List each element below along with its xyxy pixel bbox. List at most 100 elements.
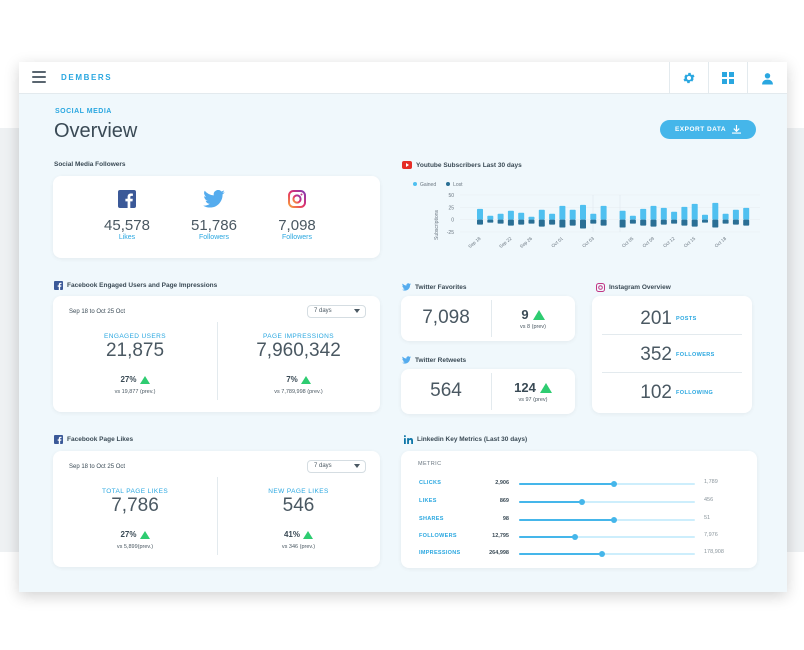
instagram-icon [288, 190, 306, 208]
bar-gained [702, 214, 708, 220]
metric-slider-handle[interactable] [611, 481, 618, 487]
legend-gained: Gained [413, 182, 436, 188]
fb-likes-title: Facebook Page Likes [54, 435, 133, 444]
facebook-icon [54, 281, 63, 290]
settings-button[interactable] [669, 62, 708, 94]
bar-gained [732, 209, 739, 220]
new-page-likes-value: 546 [282, 495, 315, 516]
metric-slider[interactable] [519, 551, 695, 557]
page-title: Overview [54, 120, 138, 142]
metric-name: FOLLOWERS [419, 533, 457, 539]
metric-slider-handle[interactable] [611, 517, 618, 523]
total-page-likes-prev: vs 5,899(prev.) [116, 544, 154, 550]
metric-name: IMPRESSIONS [419, 550, 461, 556]
tw-retweets-prev: vs 97 (prev) [518, 397, 548, 403]
chevron-down-icon [354, 464, 360, 468]
bar-gained [671, 211, 678, 220]
instagram-card: 201 POSTS 352 FOLLOWERS 102 FOLLOWING [592, 296, 752, 413]
metric-slider[interactable] [519, 499, 695, 505]
metric-slider[interactable] [519, 534, 695, 540]
dashboard-button[interactable] [708, 62, 747, 94]
bar-lost [712, 219, 719, 228]
linkedin-icon [404, 435, 413, 444]
fb-engaged-date-range: Sep 18 to Oct 25 Oct [69, 309, 126, 315]
instagram-posts: 201 POSTS [592, 306, 752, 330]
bar-lost [538, 219, 545, 227]
facebook-likes-label: Likes [118, 234, 136, 241]
bar-gained [619, 210, 626, 220]
export-data-button[interactable]: EXPORT DATA [660, 120, 756, 139]
new-page-likes-label: NEW PAGE LIKES [268, 488, 329, 495]
metric-prev: 51 [704, 515, 711, 521]
bar-lost [528, 219, 535, 224]
bar-lost [518, 219, 525, 225]
bar-lost [743, 219, 750, 226]
section-label: SOCIAL MEDIA [55, 108, 112, 115]
divider [602, 334, 742, 335]
hamburger-menu-icon[interactable] [32, 71, 46, 83]
engaged-users-stat: ENGAGED USERS 21,875 27% vs 19,877 (prev… [53, 333, 217, 395]
bar-lost [640, 219, 647, 226]
page-impressions-stat: PAGE IMPRESSIONS 7,960,342 7% vs 7,789,9… [217, 333, 380, 395]
bar-gained [722, 213, 729, 220]
metric-slider-fill [519, 553, 602, 555]
fb-likes-period-select[interactable]: 7 days [307, 460, 366, 473]
metric-value: 12,795 [492, 533, 509, 539]
tw-favorites-delta: 9 vs 8 (prev) [491, 306, 575, 330]
fb-engaged-title-text: Facebook Engaged Users and Page Impressi… [67, 282, 218, 289]
youtube-title-text: Youtube Subscribers Last 30 days [416, 161, 522, 169]
gear-icon [683, 72, 695, 84]
youtube-subscribers-chart: Subscriptions 50 25 0 -25 Sep 18 Sep 22 Sep 26 O… [434, 193, 760, 249]
total-page-likes-change: 27% [120, 530, 150, 539]
social-followers-title-text: Social Media Followers [54, 161, 126, 168]
metric-slider[interactable] [519, 517, 695, 523]
divider [491, 373, 492, 410]
total-page-likes-value: 7,786 [111, 495, 159, 516]
instagram-icon [596, 283, 605, 292]
x-tick-label: Oct 01 [550, 236, 564, 249]
metric-value: 869 [499, 498, 509, 504]
metric-slider[interactable] [519, 481, 695, 487]
bar-lost [477, 219, 483, 225]
x-tick-label: Oct 09 [642, 236, 656, 249]
total-page-likes-pct: 27% [120, 530, 137, 539]
fb-engaged-period-select[interactable]: 7 days [307, 305, 366, 318]
x-tick-label: Oct 18 [714, 236, 728, 249]
bar-lost [691, 219, 698, 227]
youtube-title: Youtube Subscribers Last 30 days [402, 161, 522, 169]
legend-gained-label: Gained [420, 182, 437, 188]
legend-lost: Lost [446, 182, 463, 188]
instagram-following: 102 FOLLOWING [592, 380, 752, 404]
fb-likes-period-value: 7 days [314, 463, 332, 469]
profile-button[interactable] [747, 62, 786, 94]
metric-slider-handle[interactable] [579, 499, 586, 505]
metric-name: CLICKS [419, 480, 442, 486]
metric-slider-fill [519, 483, 615, 485]
metric-slider-handle[interactable] [598, 551, 605, 557]
metric-slider-handle[interactable] [572, 534, 579, 540]
tw-favorites-title-text: Twitter Favorites [415, 283, 467, 291]
social-followers-title: Social Media Followers [54, 161, 126, 168]
new-page-likes-stat: NEW PAGE LIKES 546 41% vs 346 (prev.) [217, 488, 380, 550]
twitter-followers-value: 51,786 [191, 217, 237, 234]
bar-lost [660, 219, 667, 225]
up-arrow-icon [139, 530, 150, 539]
bar-gained [580, 204, 586, 220]
linkedin-title-text: Linkedin Key Metrics (Last 30 days) [417, 436, 528, 443]
metric-value: 98 [502, 516, 509, 522]
tw-favorites-card: 7,098 9 vs 8 (prev) [401, 296, 575, 341]
metric-slider-fill [519, 536, 576, 538]
new-page-likes-pct: 41% [283, 530, 300, 539]
page-impressions-change: 7% [286, 375, 311, 384]
bar-lost [600, 219, 607, 226]
x-tick-label: Oct 12 [662, 236, 676, 249]
bar-gained [629, 215, 636, 220]
linkedin-row-likes: LIKES 869 456 [401, 497, 757, 507]
tw-retweets-delta-value: 124 [514, 380, 536, 395]
download-icon [732, 125, 742, 134]
instagram-followers-value: 352 [640, 344, 672, 365]
tw-retweets-card: 564 124 vs 97 (prev) [401, 369, 575, 414]
tw-retweets-delta: 124 vs 97 (prev) [491, 379, 575, 403]
engaged-users-label: ENGAGED USERS [104, 333, 166, 340]
total-page-likes-stat: TOTAL PAGE LIKES 7,786 27% vs 5,899(prev… [53, 488, 217, 550]
